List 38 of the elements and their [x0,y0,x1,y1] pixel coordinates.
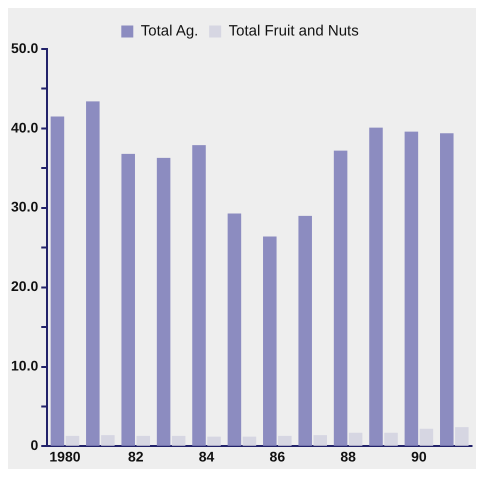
legend-label: Total Ag. [140,22,198,40]
bar [50,116,64,446]
y-tick-label: 10.0 [11,358,38,374]
bar [192,145,206,446]
bar [263,236,277,446]
x-tick-label: 86 [270,448,286,464]
x-tick-label: 82 [128,448,144,464]
bar [404,132,418,446]
y-tick-label: 50.0 [11,40,38,56]
y-tick-label: 40.0 [11,119,38,136]
bar [348,432,362,446]
bar [278,436,292,446]
bar [298,216,312,446]
bar [86,101,100,446]
bar [384,432,398,446]
bar [242,436,256,446]
bar [156,158,170,446]
x-tick-label: 90 [411,448,427,464]
y-tick-label: 0 [30,437,38,454]
y-tick-label: 20.0 [11,278,38,294]
bar [369,128,383,446]
x-tick-label: 1980 [49,448,81,464]
bar [420,428,434,446]
bar [313,435,328,446]
bar [440,133,454,446]
x-tick-label: 88 [340,448,356,464]
bar [101,435,115,446]
bar [121,154,135,446]
x-tick-label: 84 [198,448,215,464]
legend-label: Total Fruit and Nuts [228,22,359,40]
bar [136,436,150,446]
bar [207,436,221,446]
bar [228,213,242,446]
bar [334,150,348,446]
y-tick-label: 30.0 [11,198,38,215]
bar [66,436,80,446]
bar [455,427,469,446]
bar [172,436,186,446]
